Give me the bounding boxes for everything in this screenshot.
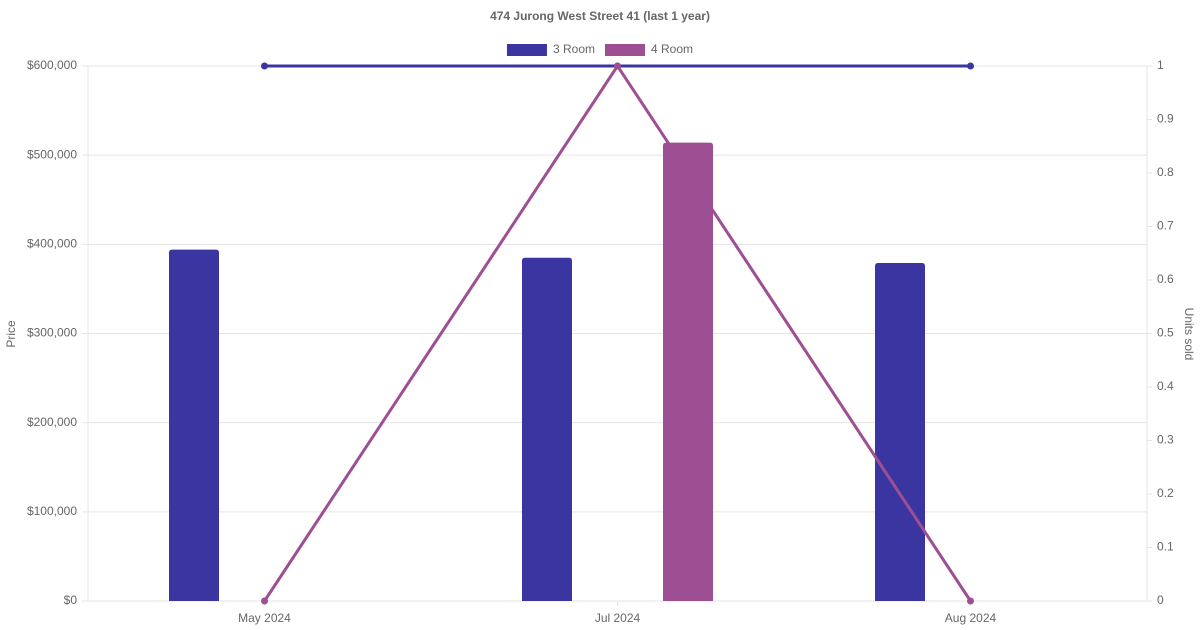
y-tick-label: $500,000 [27, 147, 77, 161]
y-axis-label: Price [4, 320, 18, 348]
y-tick-label: $400,000 [27, 237, 77, 251]
chart-title: 474 Jurong West Street 41 (last 1 year) [490, 9, 710, 23]
bar [522, 257, 572, 601]
point [261, 62, 268, 70]
legend-swatch [506, 44, 547, 56]
bar [169, 249, 219, 601]
point [614, 62, 621, 70]
y2-tick-label: 0.3 [1157, 433, 1174, 447]
y2-tick-label: 0.8 [1157, 165, 1174, 179]
point [967, 62, 974, 70]
point [261, 597, 268, 605]
bar [875, 263, 925, 601]
y2-tick-label: 0.7 [1157, 219, 1174, 233]
legend-swatch [605, 44, 645, 56]
x-tick-label: May 2024 [238, 611, 291, 625]
bar [663, 142, 713, 601]
y-tick-label: $100,000 [27, 504, 77, 518]
point [967, 597, 974, 605]
y2-axis-label: Units sold [1182, 308, 1196, 361]
y2-tick-label: 0.2 [1157, 486, 1174, 500]
y-tick-label: $300,000 [27, 326, 77, 340]
x-tick-label: Aug 2024 [945, 611, 997, 625]
y2-tick-label: 0.9 [1157, 112, 1174, 126]
legend-label: 4 Room [651, 42, 693, 56]
legend-label: 3 Room [553, 42, 595, 56]
y-tick-label: $0 [64, 593, 78, 607]
y2-tick-label: 0.5 [1157, 326, 1174, 340]
y2-tick-label: 0.4 [1157, 379, 1174, 393]
y-tick-label: $600,000 [27, 58, 77, 72]
y2-tick-label: 0.6 [1157, 272, 1174, 286]
x-tick-label: Jul 2024 [595, 611, 641, 625]
y2-tick-label: 0 [1157, 593, 1164, 607]
y-tick-label: $200,000 [27, 415, 77, 429]
y2-tick-label: 0.1 [1157, 540, 1174, 554]
y2-tick-label: 1 [1157, 58, 1164, 72]
